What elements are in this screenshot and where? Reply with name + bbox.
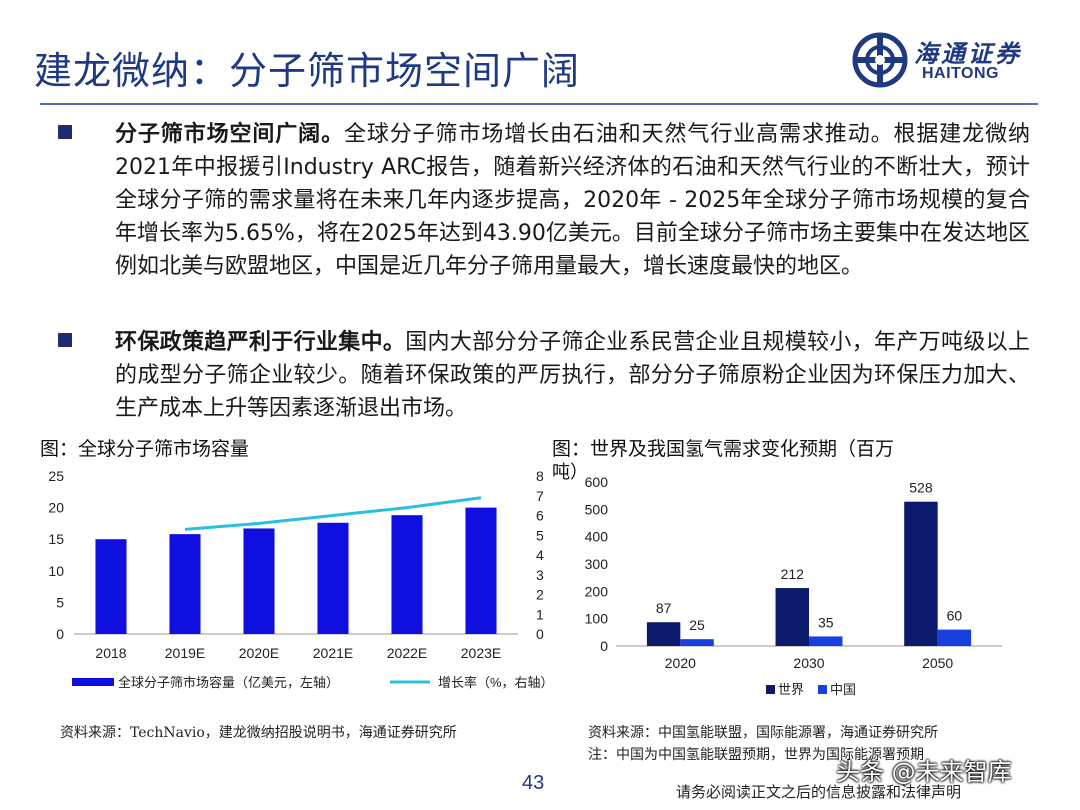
y2-tick-label: 5 (536, 527, 544, 543)
haitong-logo: 海通证券 HAITONG (852, 32, 1052, 88)
x-tick-label: 2020E (239, 645, 279, 661)
y2-tick-label: 1 (536, 606, 544, 622)
y-tick-label: 500 (585, 501, 609, 517)
bullet-market-space: 分子筛市场空间广阔。全球分子筛市场增长由石油和天然气行业高需求推动。根据建龙微纳… (58, 118, 1030, 308)
y2-tick-label: 0 (536, 626, 544, 642)
x-tick-label: 2021E (313, 645, 353, 661)
y-tick-label: 0 (600, 638, 608, 654)
legend-swatch (766, 685, 775, 694)
left-chart-caption: 图：全球分子筛市场容量 (40, 438, 250, 460)
bar (904, 501, 938, 646)
y2-tick-label: 2 (536, 587, 544, 603)
bullet-body: 全球分子筛市场增长由石油和天然气行业高需求推动。根据建龙微纳2021年中报援引I… (115, 122, 1030, 279)
disclaimer-text: 请务必阅读正文之后的信息披露和法律声明 (676, 783, 962, 801)
bar (95, 539, 127, 634)
y-tick-label: 25 (48, 468, 64, 484)
bullet-env-policy: 环保政策趋严利于行业集中。国内大部分分子筛企业系民营企业且规模较小，年产万吨级以… (58, 326, 1030, 426)
logo-cn-text: 海通证券 (914, 39, 1022, 68)
bar (775, 588, 809, 646)
bar (680, 639, 714, 646)
right-chart-caption: 图：世界及我国氢气需求变化预期（百万 (552, 438, 895, 460)
x-tick-label: 2030 (793, 655, 824, 671)
x-tick-label: 2020 (665, 655, 696, 671)
y-tick-label: 600 (585, 474, 609, 490)
bullet-heading: 环保政策趋严利于行业集中。 (115, 330, 406, 355)
legend-label: 增长率（%，右轴） (438, 675, 554, 690)
legend-label: 中国 (830, 682, 856, 697)
bullet-text: 分子筛市场空间广阔。全球分子筛市场增长由石油和天然气行业高需求推动。根据建龙微纳… (115, 118, 1030, 283)
x-tick-label: 2050 (922, 655, 953, 671)
y2-tick-label: 7 (536, 488, 544, 504)
bullet-heading: 分子筛市场空间广阔。 (115, 122, 344, 147)
bullet-square-icon (58, 333, 72, 347)
bar (317, 522, 349, 634)
y-tick-label: 0 (56, 626, 64, 642)
y-tick-label: 400 (585, 529, 609, 545)
bar (169, 534, 201, 634)
page-number: 43 (522, 772, 545, 794)
data-label: 60 (947, 608, 963, 624)
bar (809, 636, 843, 646)
legend-label: 世界 (778, 682, 804, 697)
bar (646, 622, 681, 646)
right-chart-caption-cont: 吨） (552, 462, 588, 483)
bar (391, 515, 423, 634)
haitong-emblem-icon (852, 32, 908, 88)
left-chart-source: 资料来源：TechNavio，建龙微纳招股说明书，海通证券研究所 (60, 725, 457, 741)
growth-rate-line (184, 496, 482, 531)
legend-swatch-bar (72, 678, 114, 686)
y-tick-label: 10 (48, 563, 64, 579)
x-tick-label: 2019E (165, 645, 205, 661)
bar (243, 528, 275, 634)
logo-en-text: HAITONG (922, 65, 999, 82)
y2-tick-label: 6 (536, 508, 544, 524)
y-tick-label: 20 (48, 500, 64, 516)
x-tick-label: 2022E (387, 645, 427, 661)
market-capacity-chart: 0 5 10 15 20 25 0 1 2 3 4 5 6 7 8 2018 2019E 2020E 2021E 20… (48, 468, 554, 690)
watermark-text: 头条 @未来智库 (836, 758, 1012, 786)
data-label: 212 (781, 566, 805, 582)
y-tick-label: 15 (48, 531, 64, 547)
x-tick-label: 2023E (461, 645, 501, 661)
bullet-square-icon (58, 125, 72, 139)
page-title: 建龙微纳：分子筛市场空间广阔 (34, 49, 581, 93)
y-tick-label: 100 (585, 611, 609, 627)
right-chart-note: 注：中国为中国氢能联盟预期，世界为国际能源署预期 (588, 747, 924, 763)
hydrogen-demand-chart: 0 100 200 300 400 500 600 87 25 2020 212 35 2030 528 6… (585, 474, 1002, 697)
title-divider (40, 103, 1038, 105)
legend-label: 全球分子筛市场容量（亿美元，左轴） (118, 675, 339, 690)
bullet-body: 国内大部分分子筛企业系民营企业且规模较小，年产万吨级以上的成型分子筛企业较少。随… (115, 330, 1030, 421)
x-tick-label: 2018 (95, 645, 126, 661)
y2-tick-label: 8 (536, 468, 544, 484)
bar (937, 629, 972, 646)
y2-tick-label: 4 (536, 547, 544, 563)
right-chart-source: 资料来源：中国氢能联盟，国际能源署，海通证券研究所 (588, 725, 938, 741)
data-label: 528 (909, 480, 933, 496)
y-tick-label: 5 (56, 594, 64, 610)
bullet-text: 环保政策趋严利于行业集中。国内大部分分子筛企业系民营企业且规模较小，年产万吨级以… (115, 326, 1030, 425)
legend-swatch (818, 685, 827, 694)
y-tick-label: 300 (585, 556, 609, 572)
bar (465, 507, 497, 634)
y2-tick-label: 3 (536, 567, 544, 583)
y-tick-label: 200 (585, 583, 609, 599)
data-label: 87 (656, 600, 672, 616)
data-label: 35 (818, 614, 834, 630)
data-label: 25 (689, 617, 705, 633)
